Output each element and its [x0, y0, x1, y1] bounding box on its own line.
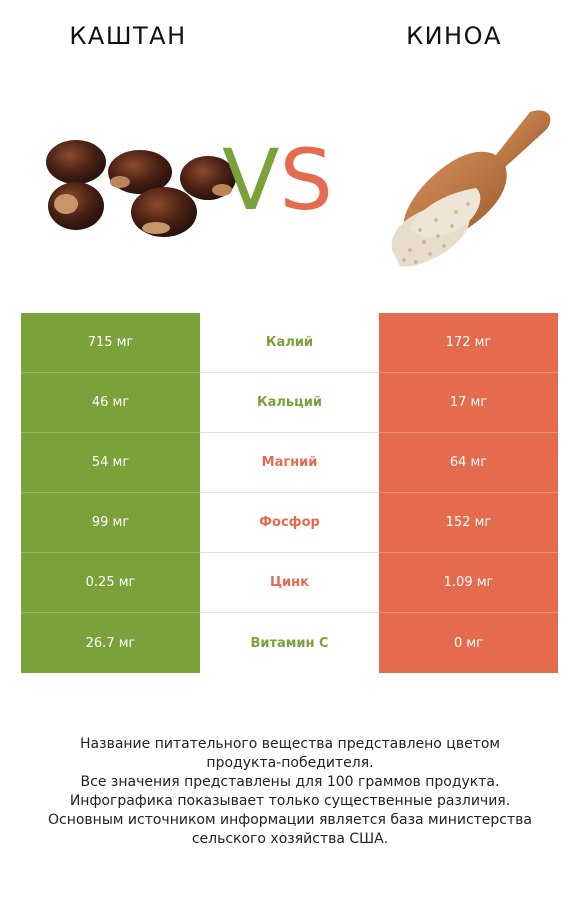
left-value-cell: 715 мг — [21, 313, 200, 373]
table-row: 46 мг Кальций 17 мг — [21, 373, 558, 433]
vs-label: VS — [222, 138, 333, 222]
right-value-cell: 0 мг — [379, 613, 558, 673]
nutrient-name-cell: Кальций — [200, 373, 379, 433]
vs-s-letter: S — [279, 131, 333, 229]
right-value-cell: 152 мг — [379, 493, 558, 553]
right-value-cell: 172 мг — [379, 313, 558, 373]
footnote: Название питательного вещества представл… — [20, 735, 560, 849]
footnote-line: Инфографика показывает только существенн… — [69, 793, 511, 809]
table-row: 54 мг Магний 64 мг — [21, 433, 558, 493]
footnote-line: продукта-победителя. — [206, 755, 374, 771]
nutrient-name-cell: Цинк — [200, 553, 379, 613]
table-row: 26.7 мг Витамин C 0 мг — [21, 613, 558, 673]
right-value-cell: 17 мг — [379, 373, 558, 433]
left-value-cell: 0.25 мг — [21, 553, 200, 613]
left-value-cell: 46 мг — [21, 373, 200, 433]
table-row: 0.25 мг Цинк 1.09 мг — [21, 553, 558, 613]
footnote-line: Все значения представлены для 100 граммо… — [80, 774, 500, 790]
left-value-cell: 54 мг — [21, 433, 200, 493]
nutrient-name-cell: Витамин C — [200, 613, 379, 673]
right-value-cell: 1.09 мг — [379, 553, 558, 613]
left-value-cell: 26.7 мг — [21, 613, 200, 673]
nutrient-name-cell: Магний — [200, 433, 379, 493]
nutrient-comparison-table: 715 мг Калий 172 мг 46 мг Кальций 17 мг … — [21, 313, 558, 673]
left-value-cell: 99 мг — [21, 493, 200, 553]
footnote-line: Основным источником информации является … — [48, 812, 532, 828]
left-product-title: КАШТАН — [69, 22, 187, 50]
nutrient-name-cell: Фосфор — [200, 493, 379, 553]
footnote-line: Название питательного вещества представл… — [80, 736, 500, 752]
chestnuts-image — [46, 140, 236, 237]
quinoa-scoop-image — [391, 110, 551, 267]
footnote-line: сельского хозяйства США. — [191, 831, 389, 847]
table-row: 99 мг Фосфор 152 мг — [21, 493, 558, 553]
vs-v-letter: V — [222, 131, 280, 229]
table-row: 715 мг Калий 172 мг — [21, 313, 558, 373]
nutrient-name-cell: Калий — [200, 313, 379, 373]
right-product-title: КИНОА — [406, 22, 502, 50]
right-value-cell: 64 мг — [379, 433, 558, 493]
